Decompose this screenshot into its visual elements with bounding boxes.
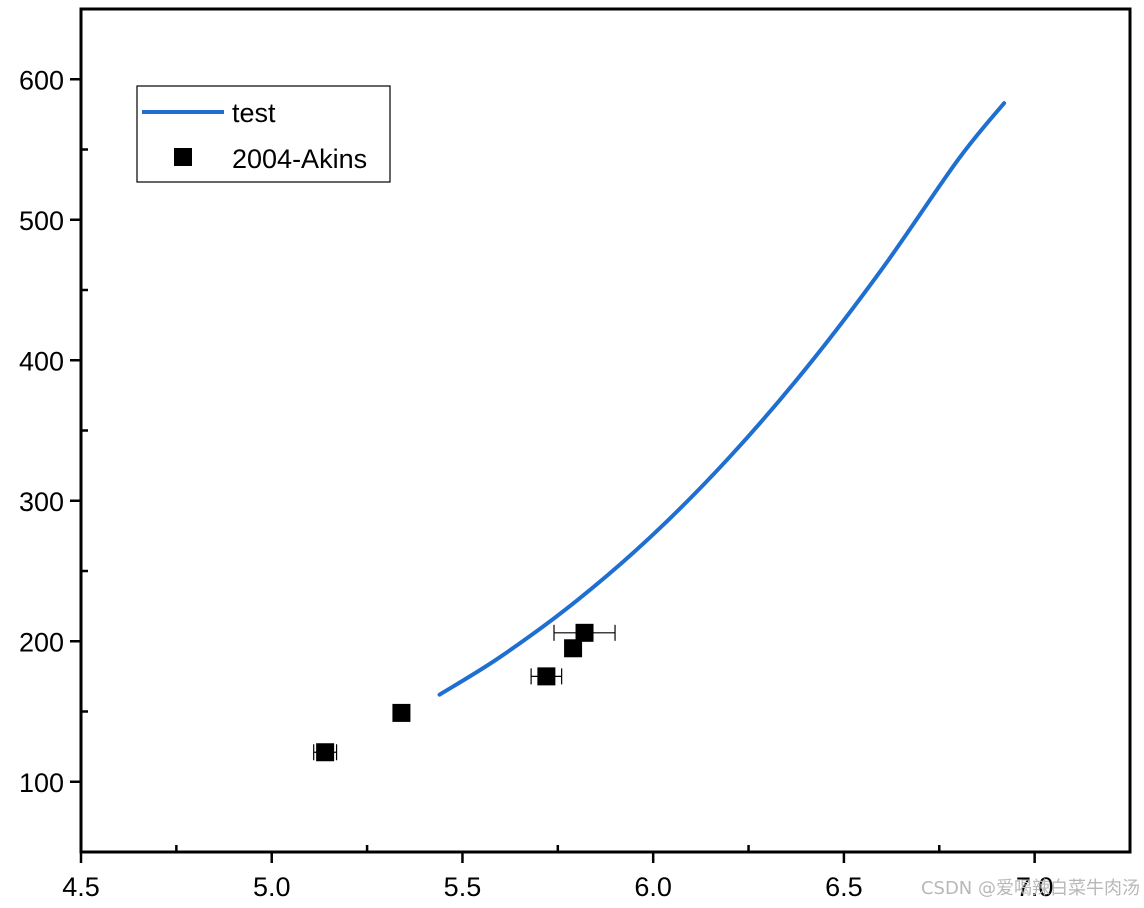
data-point: [537, 667, 556, 686]
y-tick-label: 200: [19, 627, 64, 657]
x-tick-label: 6.5: [825, 872, 863, 902]
legend: test 2004-Akins: [136, 85, 391, 183]
legend-label-2004-akins: 2004-Akins: [232, 144, 367, 174]
plot-area: [313, 101, 1007, 762]
series-line-test: [437, 101, 1007, 697]
watermark: CSDN @爱喝辣白菜牛肉汤: [921, 878, 1140, 899]
legend-swatch-2004-akins: [174, 148, 192, 166]
y-tick-label: 400: [19, 346, 64, 376]
data-point: [575, 623, 594, 642]
y-tick-label: 600: [19, 65, 64, 95]
data-point: [316, 743, 335, 762]
data-point: [392, 703, 411, 722]
legend-label-test: test: [232, 98, 276, 128]
x-tick-label: 6.0: [634, 872, 672, 902]
y-tick-label: 500: [19, 206, 64, 236]
y-axis: 100 200 300 400 500 600: [19, 7, 88, 854]
x-tick-label: 5.0: [253, 872, 291, 902]
y-tick-label: 100: [19, 768, 64, 798]
x-tick-label: 5.5: [444, 872, 482, 902]
x-tick-label: 4.5: [62, 872, 100, 902]
x-axis: 4.5 5.0 5.5 6.0 6.5 7.0: [62, 845, 1053, 902]
x-tick-label: 7.0: [1016, 872, 1054, 902]
data-point: [564, 639, 583, 658]
y-tick-label: 300: [19, 487, 64, 517]
